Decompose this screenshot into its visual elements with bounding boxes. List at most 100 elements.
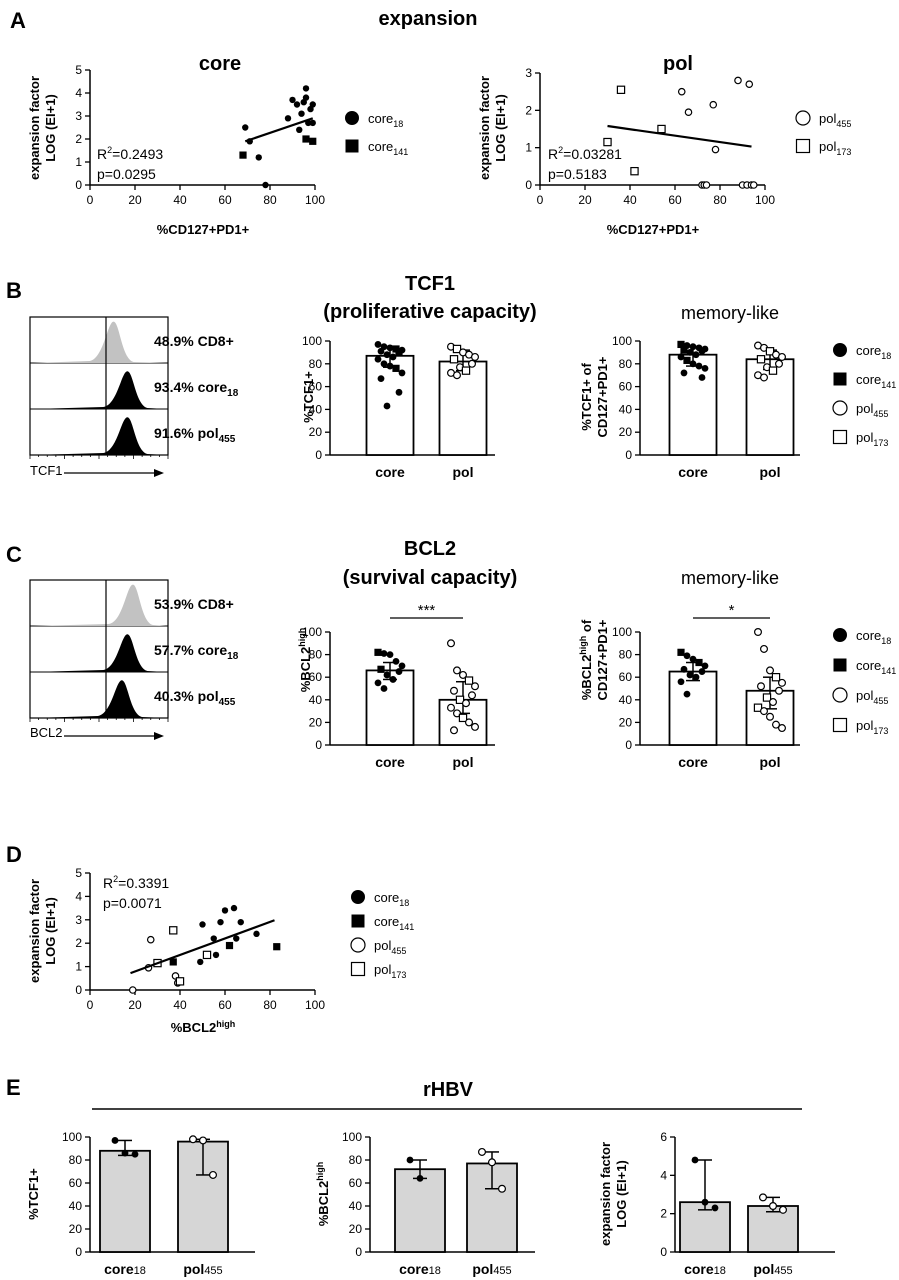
data-point	[701, 1198, 709, 1206]
point-core141	[302, 135, 310, 143]
legend-label: pol173	[374, 962, 406, 980]
legend-label: core18	[368, 111, 403, 129]
data-point	[450, 726, 459, 735]
data-point	[389, 353, 397, 361]
x-tick-label: 100	[305, 193, 325, 207]
data-point	[189, 1135, 198, 1144]
y-tick-label: 100	[612, 334, 632, 348]
data-point	[468, 359, 477, 368]
b-title-line2: (proliferative capacity)	[323, 301, 536, 323]
significance-label: ***	[418, 602, 436, 619]
data-point	[453, 709, 462, 718]
y-tick-label: 60	[69, 1176, 83, 1190]
point-pol455	[128, 986, 137, 994]
data-point	[383, 671, 391, 679]
y-tick-label: 100	[302, 334, 322, 348]
x-tick-label: 20	[578, 193, 592, 207]
legend-b: core18 core141 pol455 pol173	[832, 343, 896, 448]
data-point	[758, 1193, 767, 1202]
y-tick-label: 60	[619, 380, 633, 394]
point-core18	[233, 935, 240, 942]
point-pol455	[745, 80, 754, 89]
histogram-label: 93.4% core18	[154, 379, 239, 399]
data-point	[455, 695, 465, 705]
panel-letter-b: B	[6, 278, 22, 303]
e-bar3-ylabel-line1: expansion factor	[598, 1142, 613, 1246]
y-tick-label: 1	[75, 960, 82, 974]
x-tick-label: 20	[128, 193, 142, 207]
data-point	[686, 671, 694, 679]
legend-label: core141	[368, 139, 408, 157]
y-tick-label: 40	[309, 693, 323, 707]
data-point	[691, 1156, 699, 1164]
data-point	[695, 658, 703, 667]
data-point	[465, 718, 474, 727]
y-tick-label: 2	[75, 936, 82, 950]
panel-letter-a: A	[10, 8, 26, 33]
data-point	[768, 366, 778, 375]
x-tick-label: 100	[305, 998, 325, 1012]
x-tick-label: 80	[263, 193, 277, 207]
data-point	[765, 347, 775, 356]
x-tick-label: 80	[713, 193, 727, 207]
y-tick-label: 20	[619, 425, 633, 439]
histogram-peak	[33, 584, 166, 626]
x-category-label: core18	[399, 1261, 441, 1277]
data-point	[461, 366, 471, 375]
histogram-peak	[33, 634, 166, 672]
legend-marker-pol455	[832, 400, 848, 416]
point-core141	[225, 941, 234, 950]
point-core18	[309, 101, 316, 108]
data-point	[459, 670, 468, 679]
data-point	[753, 703, 763, 712]
y-tick-label: 80	[349, 1153, 363, 1167]
point-core18	[242, 124, 249, 131]
point-pol455	[749, 181, 758, 189]
a-ylabel-line2: LOG (EI+1)	[43, 94, 58, 162]
point-core18	[210, 935, 217, 942]
point-core18	[289, 96, 296, 104]
data-point	[383, 351, 391, 359]
legend-marker-core141	[833, 372, 847, 386]
data-point	[131, 1150, 139, 1158]
a-pol-p: p=0.5183	[548, 166, 607, 182]
y-tick-label: 20	[309, 425, 323, 439]
x-tick-label: 0	[87, 998, 94, 1012]
y-tick-label: 6	[660, 1130, 667, 1144]
data-point	[701, 662, 709, 670]
data-point	[416, 1175, 424, 1182]
data-point	[471, 722, 480, 731]
data-point	[209, 1170, 218, 1179]
histogram-frame	[29, 579, 169, 719]
legend-marker-core141	[345, 139, 359, 153]
data-point	[386, 362, 394, 370]
legend-marker-core141	[351, 914, 365, 928]
point-core18	[309, 119, 316, 127]
point-core18	[293, 101, 301, 108]
data-point	[121, 1149, 129, 1157]
legend-marker-pol455	[350, 937, 366, 953]
y-tick-label: 2	[660, 1207, 667, 1221]
data-point	[380, 685, 388, 692]
data-point	[768, 1201, 777, 1210]
plot-e-bcl2: 0 20 40 60 80 100 core18 pol455	[342, 1130, 535, 1277]
legend-label: core141	[374, 914, 414, 932]
data-point	[374, 679, 382, 687]
legend-a-core: core18 core141	[345, 111, 408, 157]
legend-marker-pol455	[795, 110, 811, 126]
c-bar1-ylabel: %BCL2high	[297, 628, 313, 693]
data-point	[677, 340, 685, 349]
y-tick-label: 0	[75, 178, 82, 192]
data-point	[386, 344, 394, 352]
data-point	[377, 375, 385, 383]
data-point	[389, 676, 397, 683]
plot-b-tcf1-memory: 0 20 40 60 80 100 core pol	[612, 334, 800, 480]
data-point	[406, 1156, 414, 1164]
c-histogram: 53.9% CD8+ 57.7% core18 40.3% pol455	[29, 579, 239, 740]
data-point	[759, 707, 768, 716]
a-core-r2: R2=0.2493	[97, 145, 163, 162]
data-point	[778, 1205, 787, 1214]
legend-label: pol455	[856, 401, 888, 419]
x-category-label: pol	[453, 464, 474, 480]
data-point	[692, 351, 700, 359]
